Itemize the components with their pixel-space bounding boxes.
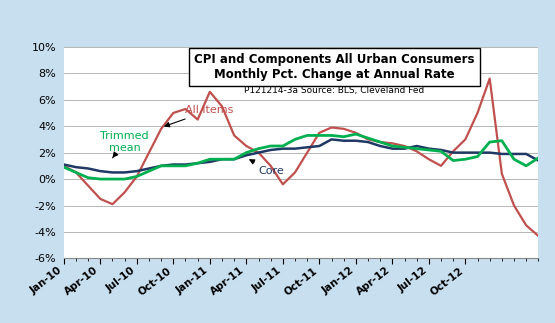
Text: Trimmed
mean: Trimmed mean — [100, 131, 149, 158]
Text: CPI and Components All Urban Consumers
Monthly Pct. Change at Annual Rate: CPI and Components All Urban Consumers M… — [194, 53, 475, 81]
Text: All items: All items — [165, 105, 234, 127]
Text: Core: Core — [250, 160, 284, 176]
Text: P121214-3a Source: BLS, Cleveland Fed: P121214-3a Source: BLS, Cleveland Fed — [244, 86, 425, 95]
